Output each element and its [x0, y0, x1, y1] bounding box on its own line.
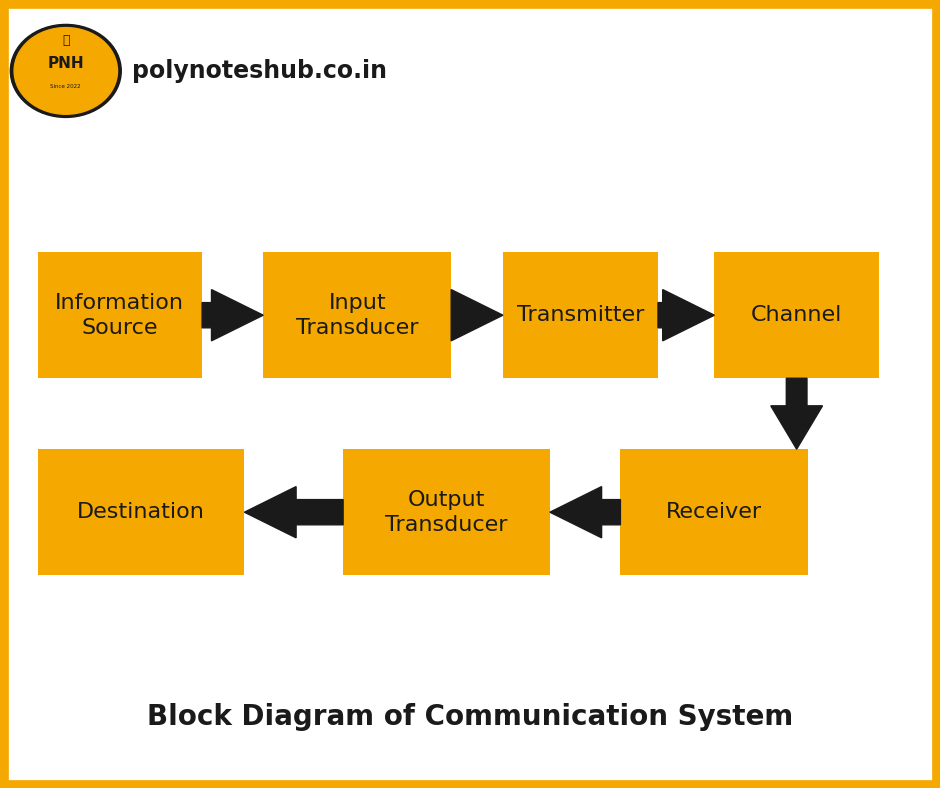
- FancyArrow shape: [550, 486, 620, 538]
- FancyBboxPatch shape: [38, 449, 244, 575]
- FancyArrow shape: [771, 378, 822, 449]
- Text: 🎓: 🎓: [62, 35, 70, 47]
- Text: polynoteshub.co.in: polynoteshub.co.in: [132, 59, 386, 83]
- FancyBboxPatch shape: [503, 252, 658, 378]
- Text: Receiver: Receiver: [666, 502, 762, 522]
- Text: Input
Transducer: Input Transducer: [296, 293, 418, 337]
- FancyArrow shape: [658, 290, 714, 340]
- FancyArrow shape: [451, 290, 503, 340]
- Circle shape: [10, 24, 121, 117]
- FancyBboxPatch shape: [620, 449, 808, 575]
- FancyArrow shape: [202, 290, 263, 340]
- FancyBboxPatch shape: [714, 252, 879, 378]
- Circle shape: [14, 28, 118, 114]
- FancyBboxPatch shape: [38, 252, 202, 378]
- Text: Output
Transducer: Output Transducer: [385, 490, 508, 534]
- Text: Transmitter: Transmitter: [517, 305, 644, 325]
- FancyBboxPatch shape: [263, 252, 451, 378]
- Text: Destination: Destination: [77, 502, 205, 522]
- Text: Information
Source: Information Source: [55, 293, 184, 337]
- FancyArrow shape: [244, 486, 343, 538]
- Text: Block Diagram of Communication System: Block Diagram of Communication System: [147, 703, 793, 731]
- Text: Channel: Channel: [751, 305, 842, 325]
- FancyBboxPatch shape: [343, 449, 550, 575]
- Text: PNH: PNH: [48, 55, 84, 71]
- Text: Since 2022: Since 2022: [51, 84, 81, 89]
